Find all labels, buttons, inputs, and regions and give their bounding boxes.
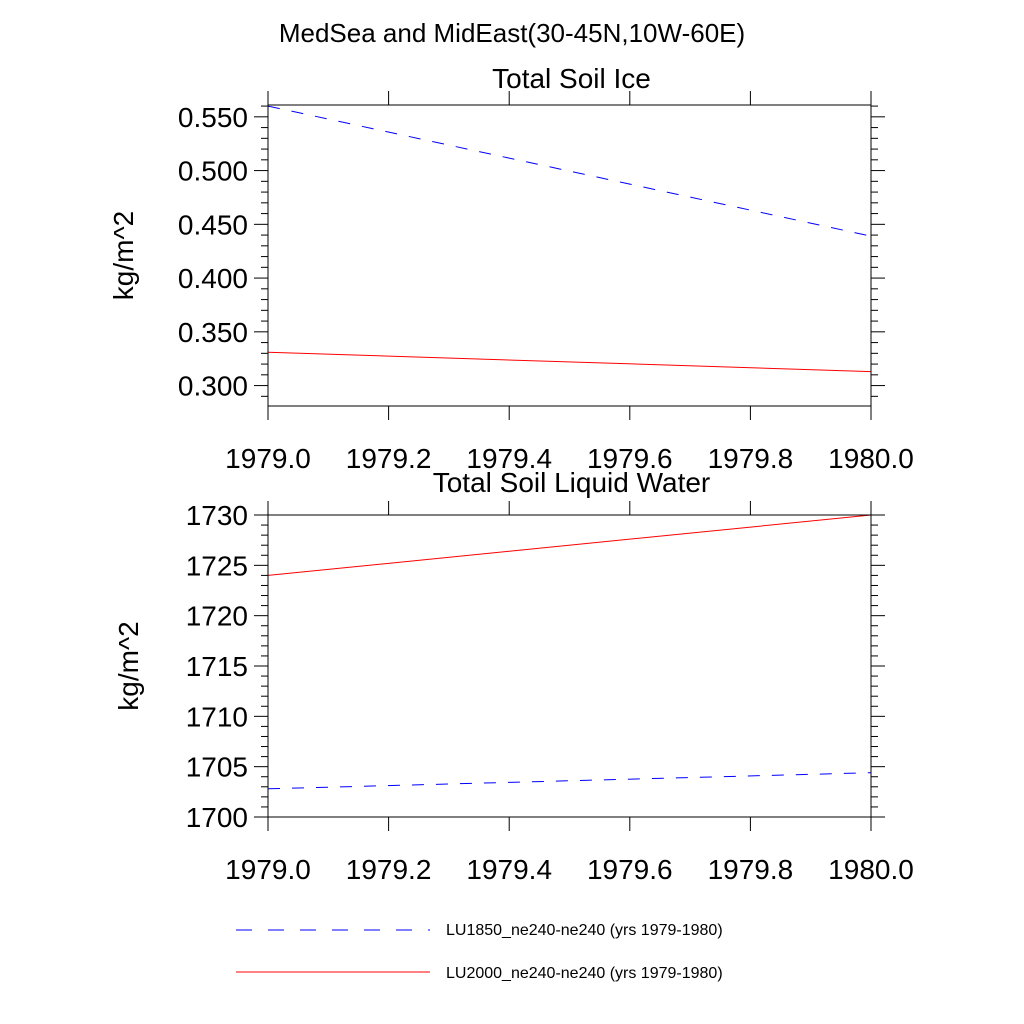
- y-tick-label: 1730: [186, 500, 248, 531]
- y-tick-label: 0.400: [178, 263, 248, 294]
- x-tick-label: 1979.0: [225, 854, 311, 885]
- y-tick-label: 0.350: [178, 317, 248, 348]
- plot-frame: [267, 514, 872, 818]
- x-tick-label: 1979.0: [225, 443, 311, 474]
- y-tick-label: 1720: [186, 601, 248, 632]
- x-tick-label: 1979.8: [708, 854, 794, 885]
- x-tick-label: 1979.6: [587, 443, 673, 474]
- figure-title: MedSea and MidEast(30-45N,10W-60E): [279, 18, 745, 48]
- panel-total-soil-liquid-water: Total Soil Liquid Water kg/m^2 1979.0 1979.…: [113, 467, 914, 885]
- y-tick-label: 1715: [186, 651, 248, 682]
- legend-label-lu1850: LU1850_ne240-ne240 (yrs 1979-1980): [446, 922, 723, 939]
- y-tick-label: 1705: [186, 752, 248, 783]
- y-axis-label: kg/m^2: [113, 621, 144, 710]
- plot-frame: [267, 104, 872, 407]
- series-line-lu1850-ne240-ne240: [268, 772, 871, 790]
- series-line-lu1850-ne240-ne240: [268, 105, 871, 237]
- x-tick-label: 1979.4: [466, 854, 552, 885]
- legend: LU1850_ne240-ne240 (yrs 1979-1980) LU200…: [236, 922, 723, 982]
- x-tick-label: 1979.6: [587, 854, 673, 885]
- y-tick-label: 0.550: [178, 102, 248, 133]
- x-tick-label: 1979.2: [346, 443, 432, 474]
- series-line-lu2000-ne240-ne240: [268, 515, 871, 576]
- legend-label-lu2000: LU2000_ne240-ne240 (yrs 1979-1980): [446, 965, 723, 982]
- x-tick-label: 1980.0: [828, 443, 914, 474]
- x-tick-label: 1979.4: [466, 443, 552, 474]
- y-tick-label: 0.300: [178, 371, 248, 402]
- y-axis-label: kg/m^2: [108, 211, 139, 300]
- y-tick-label: 1700: [186, 802, 248, 833]
- x-tick-label: 1979.2: [346, 854, 432, 885]
- panel-title: Total Soil Ice: [492, 63, 651, 94]
- panel-total-soil-ice: Total Soil Ice kg/m^2 1979.0 1979.2 1979.4 19…: [108, 63, 914, 474]
- y-tick-label: 1710: [186, 701, 248, 732]
- series-line-lu2000-ne240-ne240: [268, 351, 871, 373]
- y-tick-label: 0.500: [178, 156, 248, 187]
- x-tick-label: 1980.0: [828, 854, 914, 885]
- y-tick-label: 1725: [186, 550, 248, 581]
- panel-title: Total Soil Liquid Water: [433, 467, 711, 498]
- x-tick-label: 1979.8: [708, 443, 794, 474]
- y-tick-label: 0.450: [178, 209, 248, 240]
